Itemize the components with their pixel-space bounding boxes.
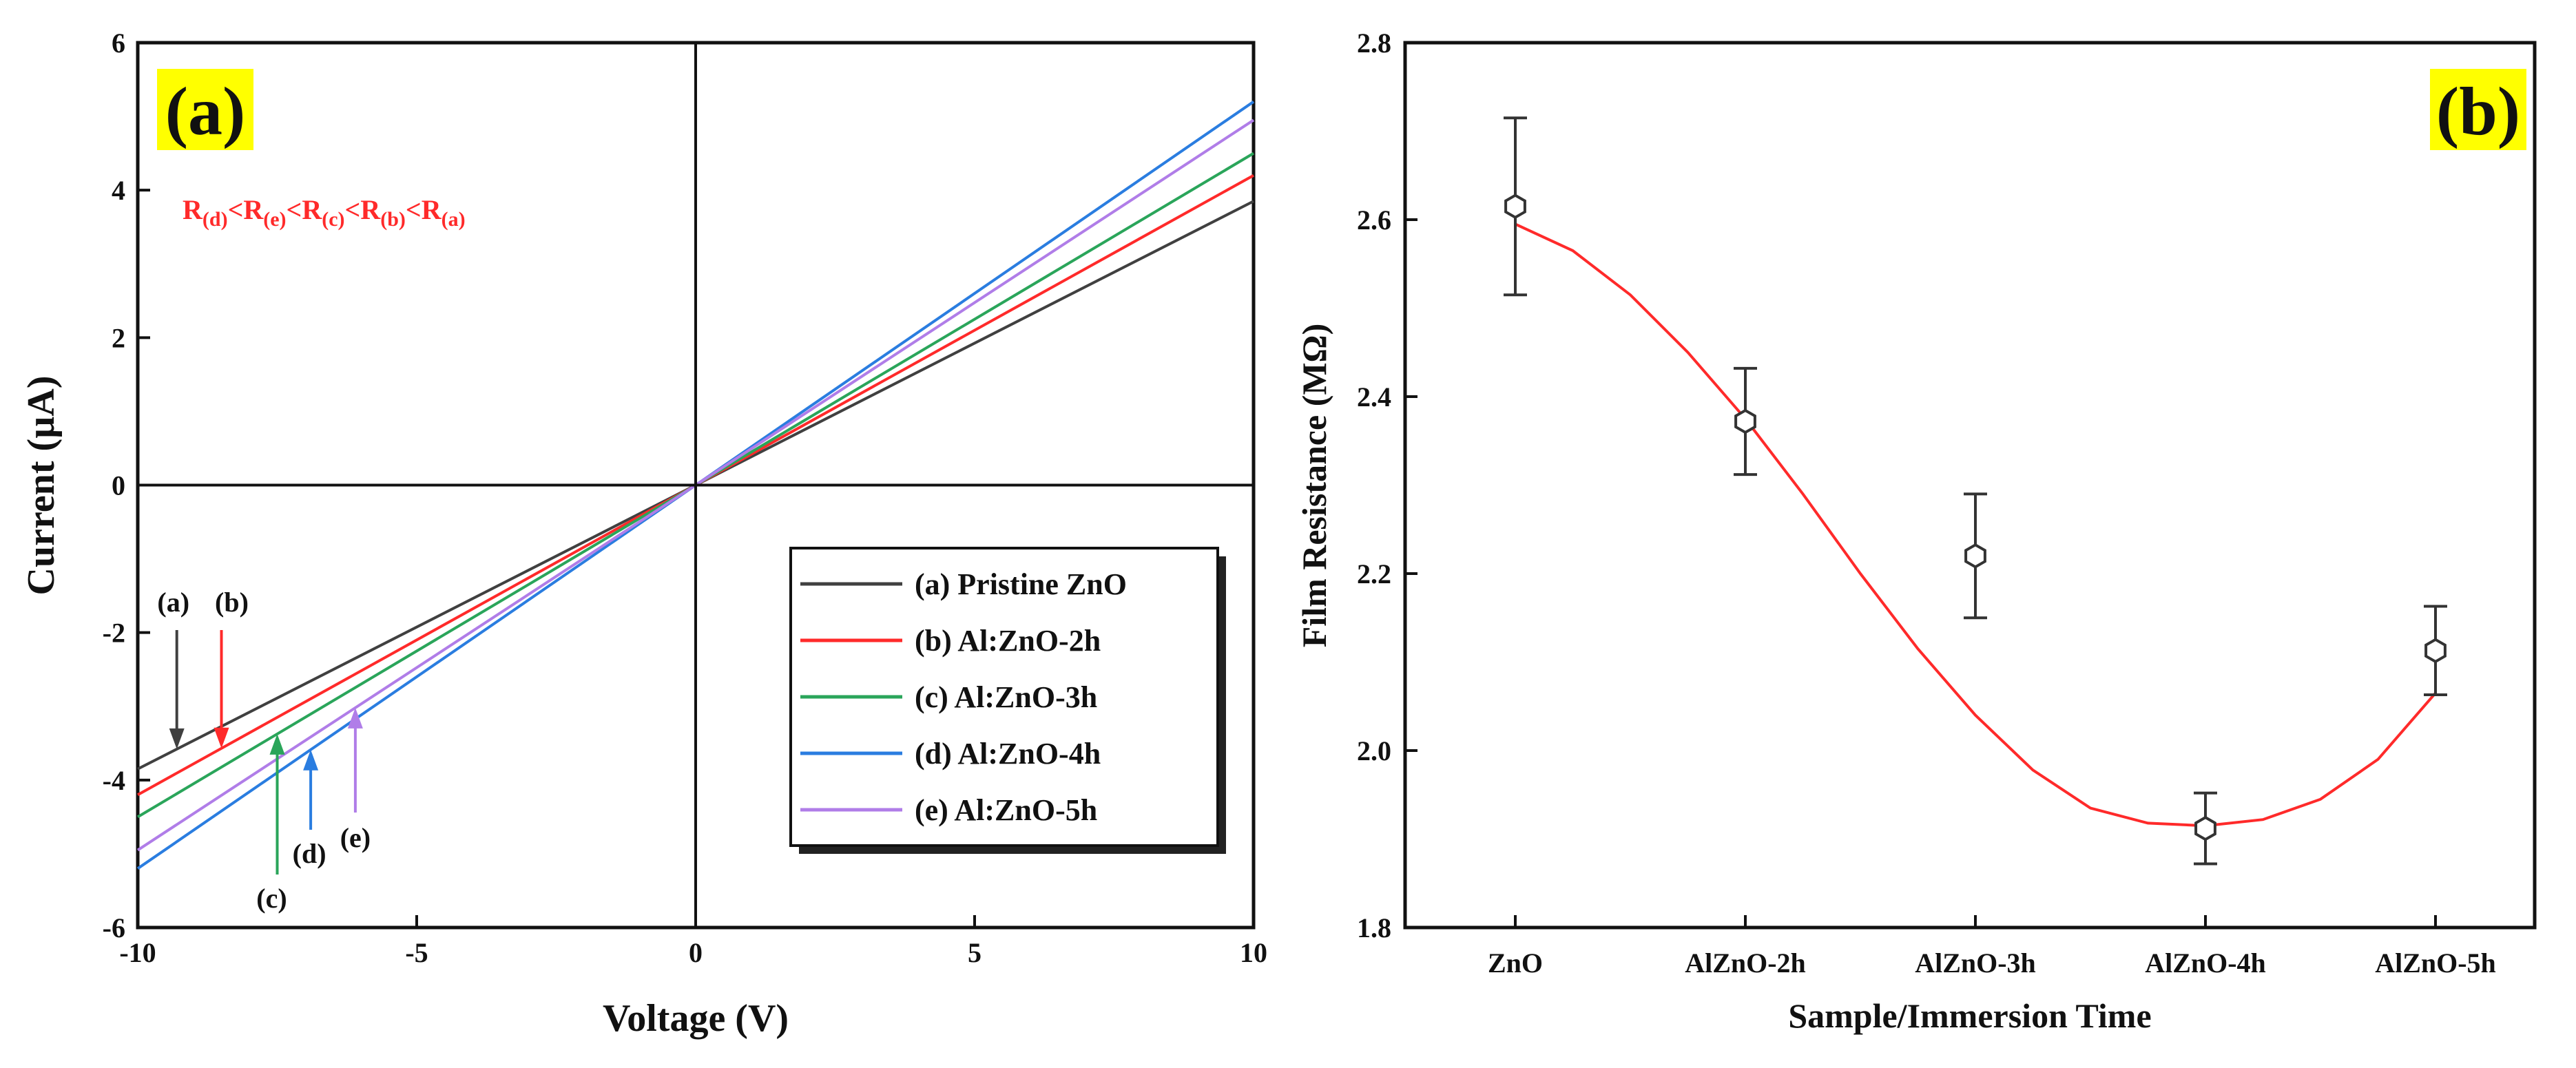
y-tick-label: 2.4 <box>1357 381 1391 412</box>
y-tick-label: 1.8 <box>1357 912 1391 943</box>
x-tick-label: -10 <box>119 937 156 968</box>
x-tick-label: 10 <box>1240 937 1267 968</box>
panel-b-x-axis-label: Sample/Immersion Time <box>1788 996 2151 1035</box>
y-tick-label: 2.0 <box>1357 735 1391 766</box>
panel-b-ticks: 1.8 2.0 2.2 2.4 2.6 2.8 ZnO AlZnO-2h AlZnO-3h AlZ… <box>1357 28 2496 978</box>
panel-a-y-axis-label: Current (µA) <box>20 376 63 596</box>
legend-label-3: (d) Al:ZnO-4h <box>915 737 1101 771</box>
panel-b-tag-highlight <box>2430 69 2526 150</box>
x-tick-label: 0 <box>689 937 703 968</box>
x-category-label: AlZnO-3h <box>1915 947 2036 978</box>
resistance-order-annotation: R(d)<R(e)<R(c)<R(b)<R(a) <box>183 194 466 231</box>
x-category-label: AlZnO-4h <box>2145 947 2266 978</box>
panel-a-x-axis-label: Voltage (V) <box>603 997 789 1040</box>
arrow-label-4: (e) <box>340 822 371 853</box>
legend-label-1: (b) Al:ZnO-2h <box>915 624 1101 658</box>
data-point-0 <box>1504 193 1526 220</box>
panel-a-series-arrows: (a) (b) (c)(d) (e) <box>157 587 371 914</box>
panel-b-resistance-chart: 1.8 2.0 2.2 2.4 2.6 2.8 ZnO AlZnO-2h AlZnO-3h AlZ… <box>1295 28 2537 1035</box>
data-point-2 <box>1964 543 1986 569</box>
y-tick-label: -4 <box>103 765 125 796</box>
panel-b-data-points <box>1504 116 2447 866</box>
arrow-label-0: (a) <box>157 587 189 618</box>
y-tick-label: 4 <box>112 175 125 206</box>
data-point-4 <box>2424 638 2447 664</box>
panel-b-tag: (b) <box>2436 73 2520 149</box>
y-tick-label: -6 <box>103 912 125 943</box>
arrow-head-3 <box>303 749 319 771</box>
data-point-1 <box>1734 408 1756 434</box>
panel-b-plot-frame <box>1403 41 2537 930</box>
x-tick-label: 5 <box>968 937 981 968</box>
arrow-label-1: (b) <box>215 587 249 618</box>
panel-a-ticks: -10 -5 0 5 10 -6 -4 -2 0 2 4 6 <box>103 28 1267 968</box>
arrow-head-0 <box>169 728 185 749</box>
y-tick-label: -2 <box>103 618 125 649</box>
panel-a-tag-highlight <box>157 69 253 150</box>
y-tick-label: 2.8 <box>1357 28 1391 59</box>
x-category-label: AlZnO-5h <box>2375 947 2496 978</box>
panel-b-y-axis-label: Film Resistance (MΩ) <box>1295 324 1333 647</box>
x-category-label: AlZnO-2h <box>1685 947 1806 978</box>
panel-a-tag: (a) <box>165 73 246 149</box>
y-tick-label: 2 <box>112 322 125 353</box>
x-tick-label: -5 <box>405 937 428 968</box>
panel-a-legend: (a) Pristine ZnO (b) Al:ZnO-2h (c) Al:ZnO-… <box>789 547 1226 854</box>
legend-label-2: (c) Al:ZnO-3h <box>915 680 1097 714</box>
x-category-label: ZnO <box>1488 947 1543 978</box>
y-tick-label: 0 <box>112 470 125 501</box>
panel-b-fit-curve <box>1515 222 2437 828</box>
arrow-head-2 <box>269 733 285 755</box>
arrow-label-3: (d) <box>293 838 326 869</box>
y-tick-label: 6 <box>112 28 125 59</box>
data-point-3 <box>2194 815 2216 841</box>
legend-label-4: (e) Al:ZnO-5h <box>915 793 1097 827</box>
legend-label-0: (a) Pristine ZnO <box>915 567 1127 601</box>
arrow-head-1 <box>214 727 229 748</box>
y-tick-label: 2.6 <box>1357 205 1391 235</box>
arrow-head-4 <box>347 707 363 729</box>
arrow-label-2: (c) <box>256 883 287 914</box>
panel-a-iv-chart: -10 -5 0 5 10 -6 -4 -2 0 2 4 6 (a) R(d)<R(e)<R(c)<R… <box>20 28 1267 1040</box>
y-tick-label: 2.2 <box>1357 558 1391 589</box>
